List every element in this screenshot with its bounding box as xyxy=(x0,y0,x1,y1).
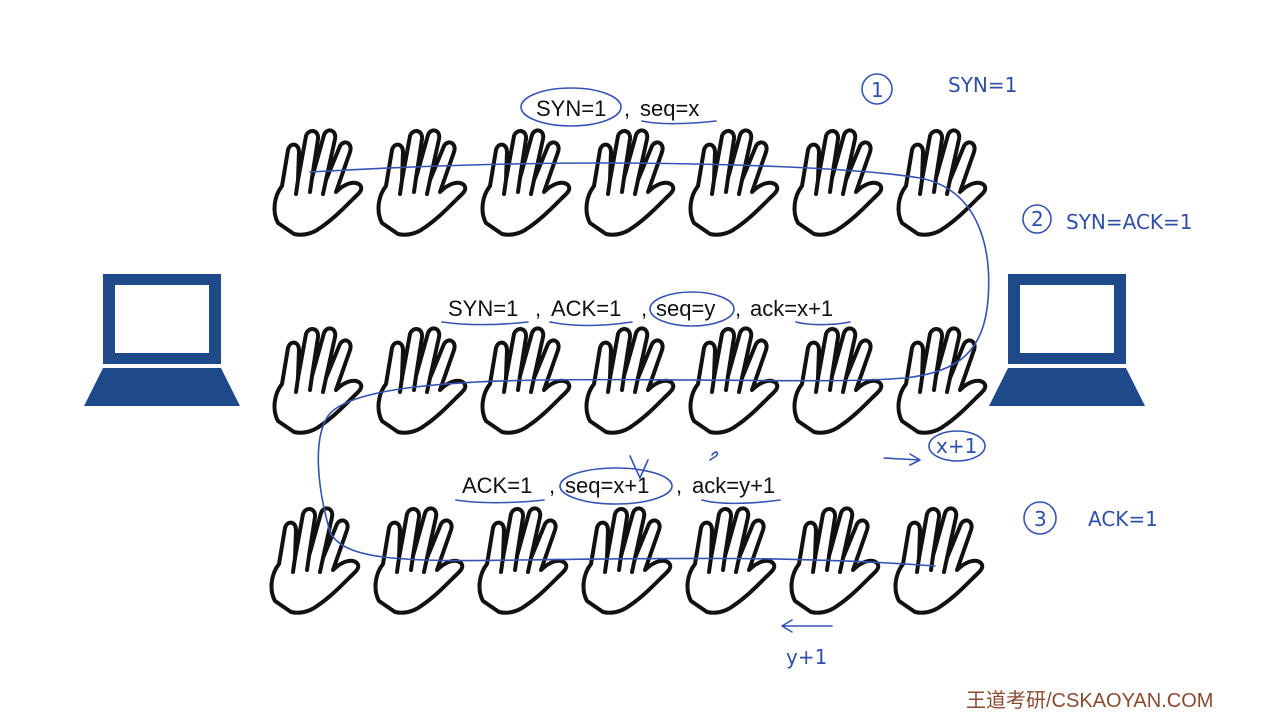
y-plus-1-note: y+1 xyxy=(781,619,833,669)
step-2-annotation: 2 SYN=ACK=1 xyxy=(1022,204,1193,234)
svg-text:SYN=ACK=1: SYN=ACK=1 xyxy=(1066,210,1193,234)
watermark-text: 王道考研/CSKAOYAN.COM xyxy=(966,689,1213,712)
hands-row-2 xyxy=(272,326,988,435)
svg-text:SYN=1: SYN=1 xyxy=(948,73,1017,97)
waving-hand-icon xyxy=(272,326,364,435)
message-3: ACK=1 , seq=x+1 , ack=y+1 xyxy=(462,473,775,498)
svg-text:2: 2 xyxy=(1031,207,1044,231)
waving-hand-icon xyxy=(581,506,673,615)
hands-row-3 xyxy=(269,506,985,615)
waving-hand-icon xyxy=(896,128,988,237)
waving-hand-icon xyxy=(376,128,468,237)
waving-hand-icon xyxy=(584,128,676,237)
message-2: SYN=1 , ACK=1 , seq=y , ack=x+1 xyxy=(448,296,833,321)
svg-text:x+1: x+1 xyxy=(936,434,977,458)
waving-hand-icon xyxy=(269,506,361,615)
waving-hand-icon xyxy=(792,128,884,237)
message-1: SYN=1 , seq=x xyxy=(536,96,699,121)
svg-text:ACK=1: ACK=1 xyxy=(1088,507,1158,531)
waving-hand-icon xyxy=(685,506,777,615)
waving-hand-icon xyxy=(896,326,988,435)
svg-text:3: 3 xyxy=(1034,507,1047,531)
svg-text:1: 1 xyxy=(871,78,884,102)
waving-hand-icon xyxy=(688,128,780,237)
x-plus-1-note: x+1 xyxy=(883,430,986,466)
sequence-flow-line xyxy=(309,162,990,567)
ink-highlights xyxy=(441,87,851,505)
waving-hand-icon xyxy=(272,128,364,237)
svg-text:y+1: y+1 xyxy=(786,645,827,669)
waving-hand-icon xyxy=(376,326,468,435)
step-1-annotation: 1 SYN=1 xyxy=(861,73,1017,105)
waving-hand-icon xyxy=(480,128,572,237)
step-3-annotation: 3 ACK=1 xyxy=(1023,501,1158,535)
waving-hand-icon xyxy=(893,506,985,615)
hands-row-1 xyxy=(272,128,988,237)
left-computer-laptop-icon xyxy=(84,274,240,406)
right-computer-laptop-icon xyxy=(989,274,1145,406)
